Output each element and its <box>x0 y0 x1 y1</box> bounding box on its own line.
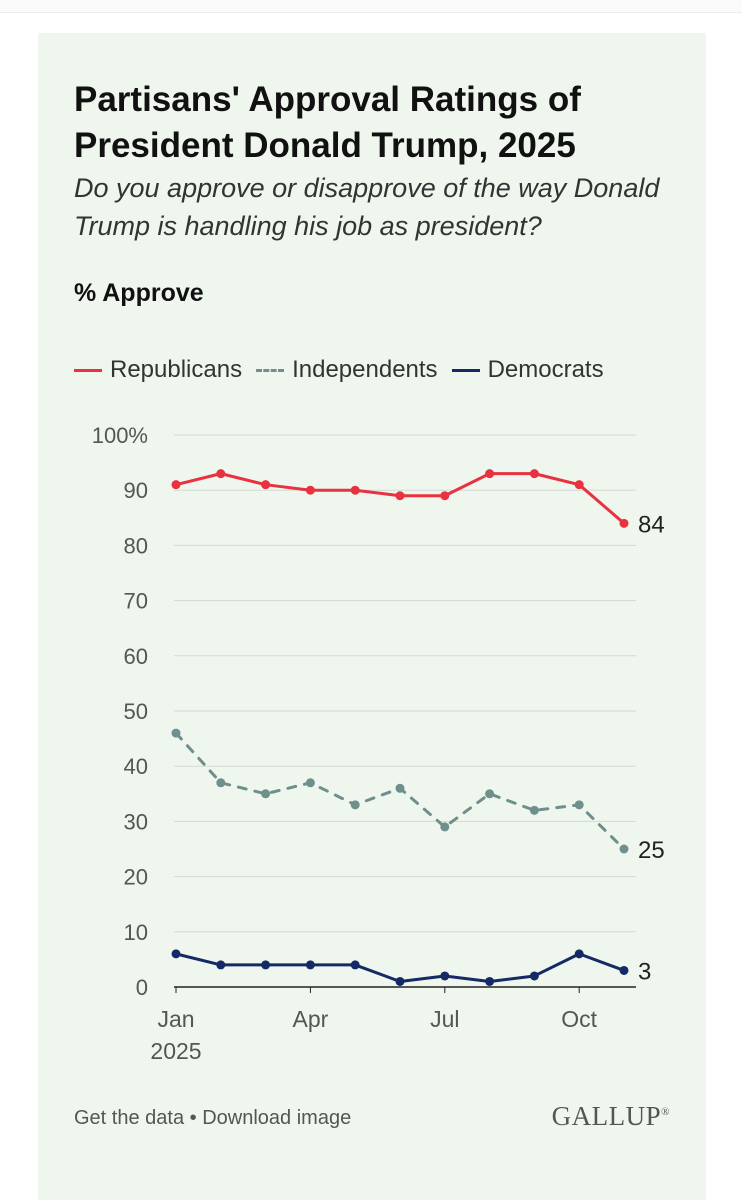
x-tick-sublabel: 2025 <box>150 1038 201 1064</box>
top-bar <box>0 0 742 13</box>
data-point-democrats <box>529 971 539 981</box>
y-tick-label: 70 <box>124 589 148 614</box>
x-tick-label: Jul <box>430 1006 459 1032</box>
legend-item-republicans[interactable]: Republicans <box>74 356 242 384</box>
data-point-independents <box>171 728 181 738</box>
legend-item-independents[interactable]: Independents <box>256 356 438 384</box>
gallup-logo-text: GALLUP <box>551 1101 662 1131</box>
legend-swatch-independents <box>256 368 285 372</box>
legend-item-democrats[interactable]: Democrats <box>451 356 604 384</box>
data-point-independents <box>574 800 584 810</box>
chart-subtitle: Do you approve or disapprove of the way … <box>74 173 660 241</box>
data-point-democrats <box>619 965 629 975</box>
chart-card: Partisans' Approval Ratings of President… <box>38 33 706 1200</box>
x-tick-label: Jan <box>157 1006 194 1032</box>
data-point-independents <box>305 778 315 788</box>
y-tick-label: 10 <box>124 920 148 945</box>
end-label-democrats: 3 <box>638 958 651 985</box>
data-point-independents <box>619 844 629 854</box>
data-point-democrats <box>440 971 450 981</box>
data-point-republicans <box>485 469 495 479</box>
data-point-republicans <box>529 469 539 479</box>
data-point-independents <box>440 822 450 832</box>
get-data-link[interactable]: Get the data <box>74 1107 185 1129</box>
line-chart: 0 10 20 30 40 50 60 70 80 90 100% Jan 2025 Apr Jul Oct 8… <box>92 423 665 1064</box>
data-point-republicans <box>305 485 315 495</box>
data-point-democrats <box>395 976 405 986</box>
measure-label: % Approve <box>74 279 204 307</box>
data-point-republicans <box>216 469 226 479</box>
y-tick-label: 30 <box>124 809 148 834</box>
data-point-democrats <box>216 960 226 970</box>
data-point-democrats <box>574 949 584 959</box>
y-tick-label: 0 <box>136 975 148 1000</box>
data-point-republicans <box>574 480 584 490</box>
footer-separator: • <box>189 1107 197 1129</box>
end-label-republicans: 84 <box>638 511 665 538</box>
legend-swatch-republicans <box>74 368 102 372</box>
legend-swatch-democrats <box>451 368 480 372</box>
y-tick-label: 90 <box>124 478 148 503</box>
data-point-independents <box>261 789 271 799</box>
legend-label-democrats: Democrats <box>487 356 604 383</box>
registered-mark: ® <box>661 1106 670 1118</box>
data-point-independents <box>395 783 405 793</box>
footer-links: Get the data • Download image <box>74 1107 351 1130</box>
download-image-link[interactable]: Download image <box>202 1107 352 1129</box>
y-tick-label: 80 <box>124 533 148 558</box>
y-tick-label: 20 <box>124 865 148 890</box>
data-point-republicans <box>261 480 271 490</box>
x-tick-label: Apr <box>293 1006 329 1032</box>
y-tick-label: 40 <box>124 754 148 779</box>
gallup-logo: GALLUP® <box>552 1101 670 1132</box>
data-point-democrats <box>261 960 271 970</box>
data-point-republicans <box>440 491 450 501</box>
chart-title: Partisans' Approval Ratings of President… <box>74 80 581 165</box>
y-tick-label: 60 <box>124 644 148 669</box>
data-point-democrats <box>305 960 315 970</box>
data-point-independents <box>529 805 539 815</box>
data-point-democrats <box>171 949 181 959</box>
y-tick-label: 50 <box>124 699 148 724</box>
data-point-republicans <box>350 485 360 495</box>
data-point-independents <box>350 800 360 810</box>
x-tick-label: Oct <box>561 1006 597 1032</box>
data-point-republicans <box>619 518 629 528</box>
legend: Republicans Independents Democrats <box>74 353 618 387</box>
data-point-republicans <box>171 480 181 490</box>
y-tick-label: 100% <box>92 423 148 448</box>
data-point-democrats <box>485 976 495 986</box>
legend-label-republicans: Republicans <box>110 356 243 383</box>
legend-label-independents: Independents <box>292 356 438 383</box>
end-label-independents: 25 <box>638 837 665 864</box>
data-point-democrats <box>350 960 360 970</box>
data-point-independents <box>216 778 226 788</box>
data-point-independents <box>485 789 495 799</box>
data-point-republicans <box>395 491 405 501</box>
